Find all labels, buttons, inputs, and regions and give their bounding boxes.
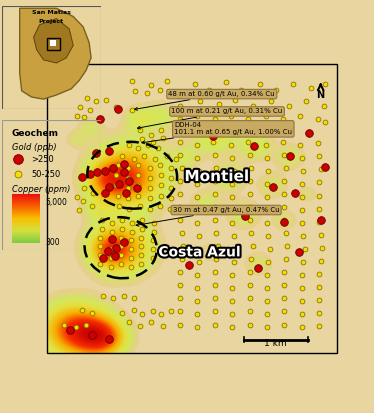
Text: Costa Azul: Costa Azul — [158, 245, 241, 259]
Text: 1 km: 1 km — [264, 339, 287, 348]
Text: Montiel: Montiel — [184, 169, 249, 184]
Text: Gold (ppb): Gold (ppb) — [12, 143, 56, 152]
Text: 30 m at 0.47 g/t Au, 0.47% Cu: 30 m at 0.47 g/t Au, 0.47% Cu — [136, 207, 279, 226]
Text: Copper (ppm): Copper (ppm) — [12, 185, 70, 195]
Text: Geochem: Geochem — [12, 129, 59, 138]
Text: N: N — [317, 90, 325, 100]
Text: San Matias: San Matias — [32, 10, 71, 15]
Polygon shape — [34, 19, 73, 63]
Bar — [47, 38, 60, 50]
Text: 5,000: 5,000 — [46, 198, 67, 207]
Text: 100 m at 0.21 g/t Au, 0.31% Cu: 100 m at 0.21 g/t Au, 0.31% Cu — [138, 109, 283, 129]
Text: 48 m at 0.60 g/t Au, 0.34% Cu: 48 m at 0.60 g/t Au, 0.34% Cu — [135, 91, 275, 110]
Text: 50-250: 50-250 — [31, 170, 61, 179]
Text: 300: 300 — [46, 238, 60, 247]
Text: >250: >250 — [31, 155, 54, 164]
Bar — [50, 40, 56, 46]
Polygon shape — [20, 8, 91, 99]
Text: DDH-04
101.1 m at 0.65 g/t Au, 1.00% Cu: DDH-04 101.1 m at 0.65 g/t Au, 1.00% Cu — [142, 122, 292, 144]
Text: Project: Project — [39, 19, 64, 24]
